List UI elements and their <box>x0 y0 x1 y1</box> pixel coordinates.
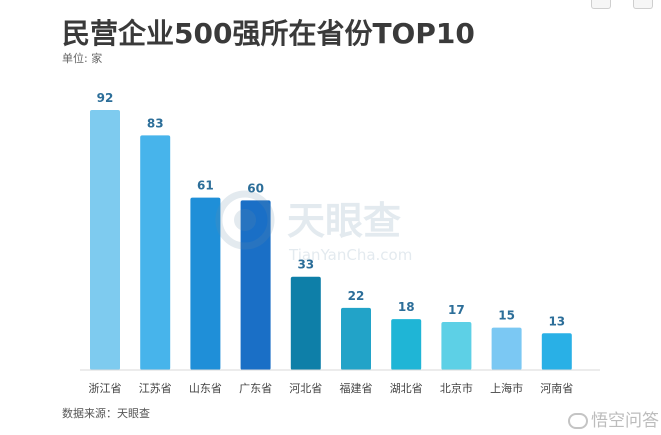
bars-group <box>90 110 572 370</box>
data-source: 数据来源：天眼查 <box>62 407 150 420</box>
labels-group: 92 浙江省 83 江苏省 61 山东省 60 广东省 33 河北省 22 福建省 18 湖北省 17 北京市… <box>89 91 574 395</box>
chart-title: 民营企业500强所在省份TOP10 <box>62 17 475 50</box>
category-label-4: 广东省 <box>239 382 272 395</box>
value-label-8: 17 <box>448 303 465 317</box>
category-label-1: 浙江省 <box>89 382 122 395</box>
bar-8 <box>441 321 472 370</box>
category-label-8: 北京市 <box>440 381 473 395</box>
brand-text: 悟空问答 <box>591 411 659 431</box>
value-label-5: 33 <box>297 258 314 272</box>
minimize-icon[interactable] <box>591 0 611 9</box>
close-icon[interactable] <box>633 0 653 9</box>
category-label-6: 福建省 <box>340 381 373 395</box>
brand-watermark: 悟空问答 <box>568 406 659 431</box>
unit-label: 单位: 家 <box>62 52 103 65</box>
bar-6 <box>341 307 371 370</box>
bar-7 <box>391 319 422 370</box>
category-label-3: 山东省 <box>189 382 222 395</box>
bar-10 <box>541 333 572 370</box>
value-label-9: 15 <box>498 309 515 323</box>
category-label-2: 江苏省 <box>139 382 172 395</box>
category-label-10: 河南省 <box>540 382 573 395</box>
bar-9 <box>491 327 522 370</box>
bar-3 <box>190 197 221 370</box>
window-controls <box>551 0 661 10</box>
category-label-7: 湖北省 <box>390 382 423 395</box>
category-label-5: 河北省 <box>289 382 322 395</box>
bar-4 <box>240 200 271 370</box>
bar-1 <box>90 110 120 370</box>
bar-5 <box>290 276 321 370</box>
value-label-6: 22 <box>348 289 365 303</box>
category-label-9: 上海市 <box>490 381 523 395</box>
bar-2 <box>140 135 171 370</box>
value-label-7: 18 <box>398 300 415 314</box>
value-label-10: 13 <box>548 314 565 328</box>
value-label-2: 83 <box>147 116 164 130</box>
brand-icon <box>568 413 588 429</box>
value-label-3: 61 <box>197 179 214 193</box>
value-label-4: 60 <box>247 181 264 195</box>
value-label-1: 92 <box>97 91 114 105</box>
